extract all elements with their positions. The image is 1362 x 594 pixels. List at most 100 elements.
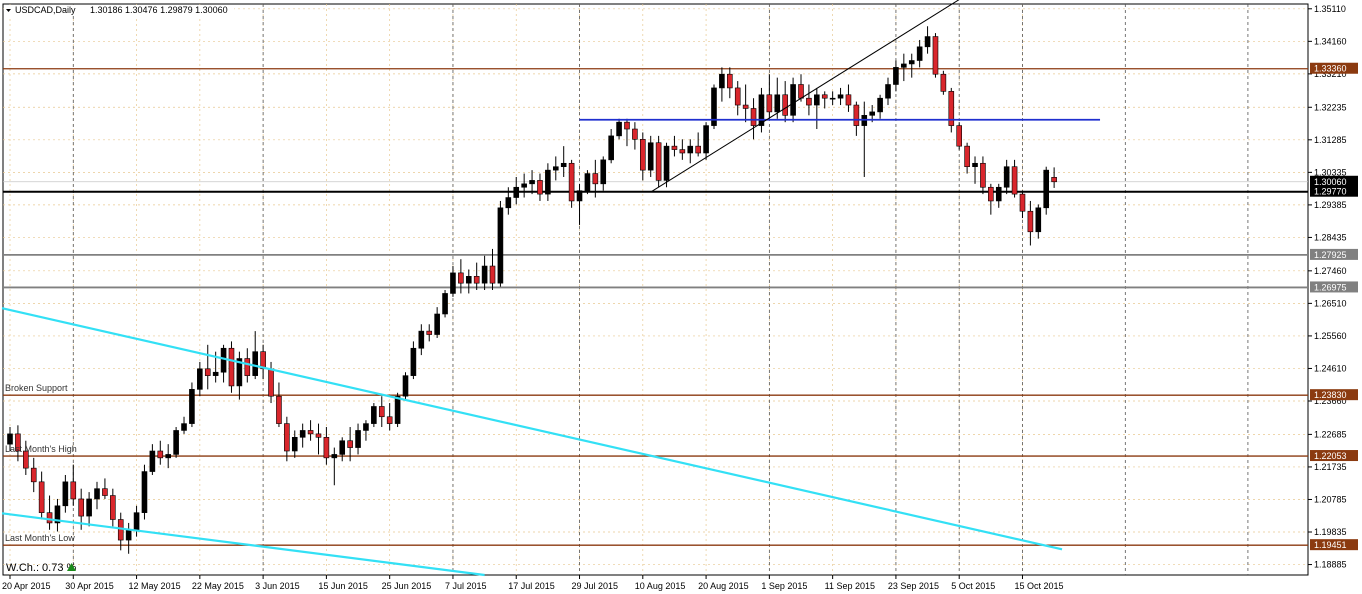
- candle[interactable]: [655, 135, 662, 188]
- candle[interactable]: [513, 176, 520, 205]
- candle[interactable]: [750, 98, 757, 140]
- candle[interactable]: [291, 430, 298, 458]
- candle[interactable]: [363, 420, 369, 441]
- candle[interactable]: [964, 142, 970, 174]
- candle[interactable]: [371, 403, 377, 428]
- candle[interactable]: [679, 139, 686, 160]
- candle[interactable]: [62, 474, 69, 513]
- candle[interactable]: [181, 416, 187, 434]
- candle[interactable]: [774, 77, 781, 119]
- candle[interactable]: [315, 423, 322, 455]
- candle[interactable]: [331, 447, 338, 486]
- candle[interactable]: [505, 187, 512, 215]
- candle[interactable]: [149, 444, 156, 475]
- candle[interactable]: [545, 163, 551, 201]
- candle[interactable]: [276, 382, 282, 428]
- candle[interactable]: [378, 396, 385, 428]
- candle[interactable]: [458, 259, 464, 294]
- candle[interactable]: [497, 200, 504, 287]
- candle[interactable]: [260, 344, 266, 380]
- candle[interactable]: [442, 290, 448, 318]
- candle[interactable]: [244, 348, 251, 383]
- dropdown-triangle-icon[interactable]: [6, 9, 11, 12]
- candle[interactable]: [46, 495, 53, 530]
- candle[interactable]: [837, 87, 844, 106]
- candle[interactable]: [663, 142, 670, 188]
- candle[interactable]: [86, 492, 92, 527]
- candle[interactable]: [165, 444, 171, 469]
- candle[interactable]: [916, 39, 923, 68]
- candle[interactable]: [908, 53, 915, 78]
- candle[interactable]: [94, 481, 100, 510]
- candle[interactable]: [38, 471, 45, 520]
- candle[interactable]: [1003, 159, 1010, 195]
- candle[interactable]: [529, 170, 535, 195]
- candle[interactable]: [766, 74, 773, 119]
- candle[interactable]: [54, 498, 61, 532]
- candle[interactable]: [1011, 159, 1018, 198]
- candle[interactable]: [703, 122, 709, 160]
- candle[interactable]: [711, 84, 717, 130]
- candle[interactable]: [521, 173, 527, 198]
- candle[interactable]: [671, 135, 678, 157]
- candle[interactable]: [252, 331, 259, 380]
- candle[interactable]: [465, 269, 472, 294]
- candle[interactable]: [450, 266, 456, 297]
- candle[interactable]: [734, 81, 741, 116]
- candle[interactable]: [647, 135, 654, 177]
- candle[interactable]: [877, 94, 883, 119]
- candle[interactable]: [418, 324, 425, 356]
- candle[interactable]: [1035, 204, 1042, 239]
- candle[interactable]: [932, 33, 939, 78]
- candle[interactable]: [1019, 190, 1026, 219]
- candle[interactable]: [576, 183, 583, 225]
- candle[interactable]: [1051, 167, 1057, 188]
- candle[interactable]: [742, 84, 749, 123]
- candle[interactable]: [110, 488, 116, 527]
- candle[interactable]: [473, 262, 480, 291]
- candle[interactable]: [347, 427, 353, 462]
- candle[interactable]: [885, 77, 891, 106]
- candle[interactable]: [173, 427, 179, 458]
- candle[interactable]: [355, 423, 361, 455]
- candle[interactable]: [719, 67, 725, 102]
- candle[interactable]: [102, 478, 108, 499]
- candle[interactable]: [600, 156, 607, 191]
- candle[interactable]: [790, 77, 796, 123]
- candle[interactable]: [197, 361, 203, 397]
- candle[interactable]: [821, 91, 828, 109]
- candle[interactable]: [940, 70, 947, 95]
- candle[interactable]: [434, 307, 440, 338]
- candle[interactable]: [1027, 200, 1034, 246]
- candle[interactable]: [299, 423, 306, 448]
- candle[interactable]: [236, 351, 243, 400]
- candle[interactable]: [806, 84, 812, 116]
- candle[interactable]: [901, 53, 907, 82]
- candle[interactable]: [402, 372, 409, 400]
- candle[interactable]: [814, 87, 820, 130]
- candle[interactable]: [157, 440, 164, 465]
- candle[interactable]: [1043, 166, 1050, 215]
- candle[interactable]: [70, 464, 77, 506]
- candle[interactable]: [995, 183, 1002, 208]
- candle[interactable]: [584, 170, 591, 195]
- candle[interactable]: [632, 122, 638, 150]
- candle[interactable]: [489, 248, 496, 291]
- candle[interactable]: [980, 156, 986, 195]
- candle[interactable]: [228, 341, 235, 393]
- candle[interactable]: [426, 324, 433, 342]
- candle[interactable]: [410, 341, 417, 380]
- candle[interactable]: [323, 427, 330, 465]
- candle[interactable]: [924, 26, 931, 54]
- candle[interactable]: [727, 67, 733, 99]
- candle[interactable]: [189, 382, 195, 428]
- candle[interactable]: [30, 457, 37, 493]
- candle[interactable]: [695, 132, 701, 157]
- candle[interactable]: [758, 87, 765, 133]
- candle[interactable]: [568, 159, 575, 208]
- candle[interactable]: [386, 403, 393, 431]
- candle[interactable]: [893, 60, 899, 92]
- candle[interactable]: [537, 173, 543, 201]
- candle[interactable]: [948, 87, 955, 133]
